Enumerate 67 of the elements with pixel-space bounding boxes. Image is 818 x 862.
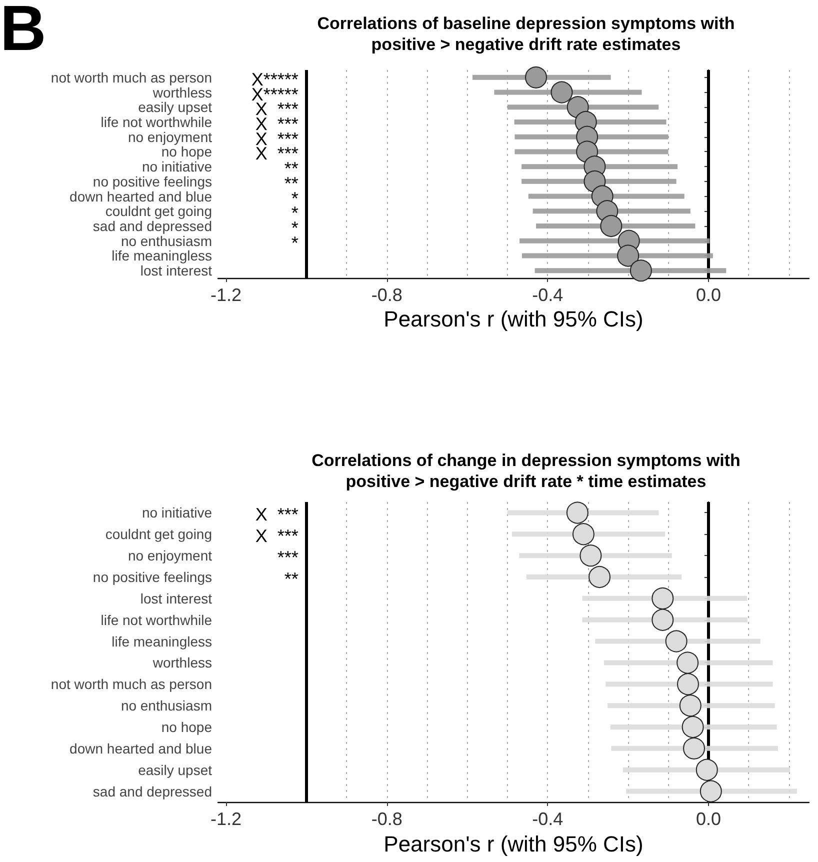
y-tick-label: not worth much as person: [50, 69, 212, 86]
y-tick-label: lost interest: [140, 262, 212, 279]
point: [676, 652, 699, 674]
point: [550, 81, 573, 104]
y-tick-label: easily upset: [138, 99, 212, 116]
point: [679, 694, 702, 717]
text: B: [0, 0, 46, 64]
y-tick-label: no enthusiasm: [120, 698, 212, 714]
x-tick-label: -1.2: [210, 285, 242, 305]
point: [652, 587, 674, 610]
point: [600, 215, 622, 237]
x-tick-label: 0.0: [696, 285, 722, 305]
y-tick-label: no hope: [161, 144, 212, 160]
y-tick-label: no positive feelings: [92, 173, 212, 190]
y-tick-label: down hearted and blue: [70, 188, 212, 204]
point: [696, 758, 718, 781]
annotation: **: [284, 173, 298, 194]
x-tick-label: 0.0: [696, 809, 722, 829]
point: [677, 673, 699, 696]
y-tick-label: easily upset: [138, 762, 212, 778]
y-tick-label: no initiative: [142, 504, 212, 521]
y-tick-label: no enjoyment: [128, 128, 212, 145]
y-tick-label: no hope: [161, 719, 212, 735]
y-tick-label: sad and depressed: [92, 218, 212, 234]
y-tick-label: worthless: [152, 84, 212, 100]
point: [617, 244, 640, 267]
annotation: X ***: [255, 526, 298, 546]
point: [525, 66, 548, 88]
y-tick-label: life not worthwhile: [100, 114, 212, 130]
chart-title: Correlations of change in depression symptoms with positive > negative drift rate * time estimates: [312, 451, 740, 491]
y-tick-label: life meaningless: [112, 633, 212, 650]
annotation: ***: [277, 548, 298, 568]
point: [683, 737, 706, 760]
y-tick-label: no enjoyment: [128, 548, 212, 564]
y-tick-label: lost interest: [140, 590, 212, 606]
y-tick-label: sad and depressed: [92, 783, 212, 800]
x-tick-label: -0.8: [371, 285, 402, 305]
point: [682, 716, 704, 738]
x-tick-label: -0.8: [371, 809, 402, 829]
point: [630, 260, 652, 282]
annotation: X*****: [251, 69, 298, 90]
y-tick-label: no enthusiasm: [120, 232, 212, 249]
point: [580, 544, 602, 567]
x-axis-title: Pearson's r (with 95% CIs): [384, 831, 644, 856]
point: [566, 502, 588, 524]
annotation: **: [284, 569, 298, 589]
y-tick-label: life not worthwhile: [100, 612, 212, 628]
chart-title: Correlations of baseline depression symptoms with positive > negative drift rate estimates: [317, 14, 735, 54]
point: [700, 780, 722, 802]
y-tick-label: couldnt get going: [105, 203, 212, 220]
x-tick-label: -0.4: [532, 809, 564, 829]
y-tick-label: life meaningless: [112, 248, 212, 264]
annotation: X ***: [255, 114, 298, 134]
point: [652, 608, 674, 631]
y-tick-label: down hearted and blue: [70, 740, 212, 756]
x-axis-title: Pearson's r (with 95% CIs): [384, 306, 644, 332]
y-tick-label: not worth much as person: [50, 676, 212, 692]
y-tick-label: no positive feelings: [92, 569, 212, 585]
x-tick-label: -1.2: [210, 809, 242, 829]
y-tick-label: couldnt get going: [105, 526, 212, 542]
point: [665, 630, 688, 652]
y-tick-label: no initiative: [142, 158, 212, 175]
annotation: X ***: [255, 504, 298, 525]
x-tick-label: -0.4: [532, 285, 564, 305]
point: [572, 523, 594, 546]
point: [588, 566, 611, 588]
y-tick-label: worthless: [152, 654, 212, 671]
